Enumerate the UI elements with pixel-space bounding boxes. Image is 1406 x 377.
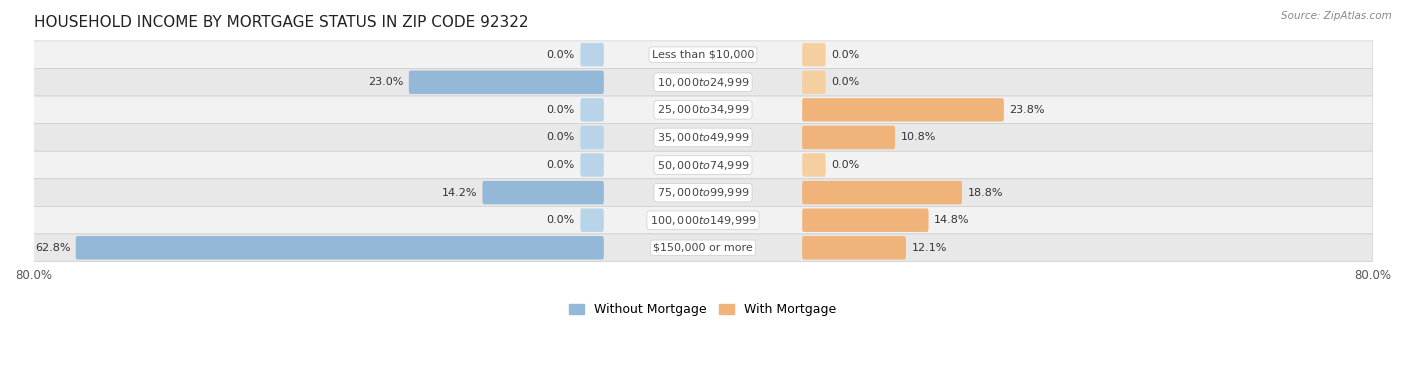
FancyBboxPatch shape: [803, 153, 825, 177]
Text: 18.8%: 18.8%: [967, 188, 1002, 198]
Text: $25,000 to $34,999: $25,000 to $34,999: [657, 103, 749, 116]
Text: Source: ZipAtlas.com: Source: ZipAtlas.com: [1281, 11, 1392, 21]
FancyBboxPatch shape: [482, 181, 603, 204]
FancyBboxPatch shape: [34, 41, 1372, 69]
Text: $100,000 to $149,999: $100,000 to $149,999: [650, 214, 756, 227]
FancyBboxPatch shape: [409, 70, 603, 94]
Text: 10.8%: 10.8%: [900, 132, 936, 143]
FancyBboxPatch shape: [34, 179, 1372, 207]
Text: 0.0%: 0.0%: [831, 160, 859, 170]
FancyBboxPatch shape: [581, 43, 603, 66]
FancyBboxPatch shape: [34, 207, 1372, 234]
FancyBboxPatch shape: [34, 69, 1372, 96]
FancyBboxPatch shape: [803, 181, 962, 204]
Text: 0.0%: 0.0%: [547, 105, 575, 115]
FancyBboxPatch shape: [803, 43, 825, 66]
FancyBboxPatch shape: [581, 126, 603, 149]
FancyBboxPatch shape: [34, 234, 1372, 262]
FancyBboxPatch shape: [803, 126, 896, 149]
Text: 14.2%: 14.2%: [441, 188, 477, 198]
Text: 0.0%: 0.0%: [547, 50, 575, 60]
Text: $35,000 to $49,999: $35,000 to $49,999: [657, 131, 749, 144]
FancyBboxPatch shape: [34, 124, 1372, 151]
Text: 0.0%: 0.0%: [547, 215, 575, 225]
Text: 0.0%: 0.0%: [831, 77, 859, 87]
FancyBboxPatch shape: [803, 98, 1004, 121]
FancyBboxPatch shape: [803, 208, 928, 232]
Text: 12.1%: 12.1%: [911, 243, 946, 253]
Text: 62.8%: 62.8%: [35, 243, 70, 253]
Text: 14.8%: 14.8%: [934, 215, 970, 225]
FancyBboxPatch shape: [803, 236, 905, 259]
FancyBboxPatch shape: [581, 98, 603, 121]
Text: Less than $10,000: Less than $10,000: [652, 50, 754, 60]
Text: $10,000 to $24,999: $10,000 to $24,999: [657, 76, 749, 89]
Text: HOUSEHOLD INCOME BY MORTGAGE STATUS IN ZIP CODE 92322: HOUSEHOLD INCOME BY MORTGAGE STATUS IN Z…: [34, 15, 529, 30]
Text: 0.0%: 0.0%: [831, 50, 859, 60]
Text: 23.0%: 23.0%: [368, 77, 404, 87]
Legend: Without Mortgage, With Mortgage: Without Mortgage, With Mortgage: [564, 299, 842, 322]
Text: $75,000 to $99,999: $75,000 to $99,999: [657, 186, 749, 199]
FancyBboxPatch shape: [34, 96, 1372, 124]
FancyBboxPatch shape: [76, 236, 603, 259]
Text: 0.0%: 0.0%: [547, 160, 575, 170]
FancyBboxPatch shape: [803, 70, 825, 94]
FancyBboxPatch shape: [581, 153, 603, 177]
Text: $150,000 or more: $150,000 or more: [654, 243, 752, 253]
Text: 0.0%: 0.0%: [547, 132, 575, 143]
FancyBboxPatch shape: [34, 151, 1372, 179]
FancyBboxPatch shape: [581, 208, 603, 232]
Text: $50,000 to $74,999: $50,000 to $74,999: [657, 158, 749, 172]
Text: 23.8%: 23.8%: [1010, 105, 1045, 115]
